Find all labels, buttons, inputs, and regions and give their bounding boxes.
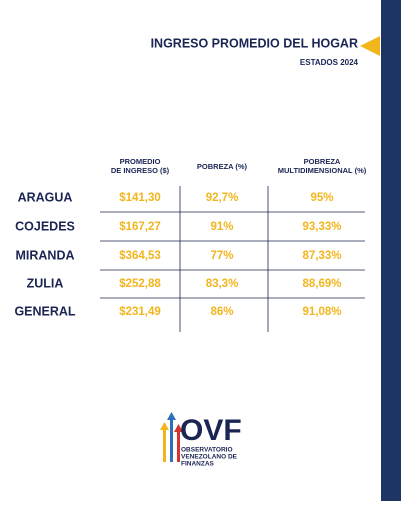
column-header: POBREZA: [304, 157, 341, 166]
logo-line: OBSERVATORIO: [181, 447, 233, 454]
cell: 91%: [210, 221, 233, 233]
logo-line: FINANZAS: [181, 461, 215, 468]
row-label: GENERAL: [14, 304, 75, 318]
cell: 87,33%: [302, 250, 341, 262]
row-label: MIRANDA: [15, 248, 74, 262]
cell: $141,30: [119, 192, 161, 204]
row-label: ZULIA: [27, 276, 64, 290]
cell: $167,27: [119, 221, 161, 233]
logo-line: VENEZOLANO DE: [181, 454, 238, 461]
title: INGRESO PROMEDIO DEL HOGAR: [151, 36, 358, 50]
subtitle: ESTADOS 2024: [300, 58, 359, 67]
cell: 91,08%: [302, 306, 341, 318]
table-grid: [100, 186, 365, 332]
column-header: POBREZA (%): [197, 162, 248, 171]
row-label: ARAGUA: [18, 190, 73, 204]
cell: $364,53: [119, 250, 161, 262]
cell: 92,7%: [206, 192, 239, 204]
cell: 77%: [210, 250, 233, 262]
logo: OVF OBSERVATORIO VENEZOLANO DE FINANZAS: [160, 412, 242, 468]
column-header: PROMEDIO: [120, 157, 161, 166]
logo-acronym: OVF: [180, 414, 242, 447]
cell: 93,33%: [302, 221, 341, 233]
column-header: MULTIDIMENSIONAL (%): [278, 166, 367, 175]
cell: $231,49: [119, 306, 161, 318]
cell: $252,88: [119, 278, 161, 290]
row-label: COJEDES: [15, 219, 75, 233]
cell: 86%: [210, 306, 233, 318]
cell: 88,69%: [302, 278, 341, 290]
cell: 95%: [310, 192, 333, 204]
side-stripe: [381, 0, 401, 501]
cell: 83,3%: [206, 278, 239, 290]
title-arrow: [360, 36, 380, 56]
column-header: DE INGRESO ($): [111, 166, 170, 175]
